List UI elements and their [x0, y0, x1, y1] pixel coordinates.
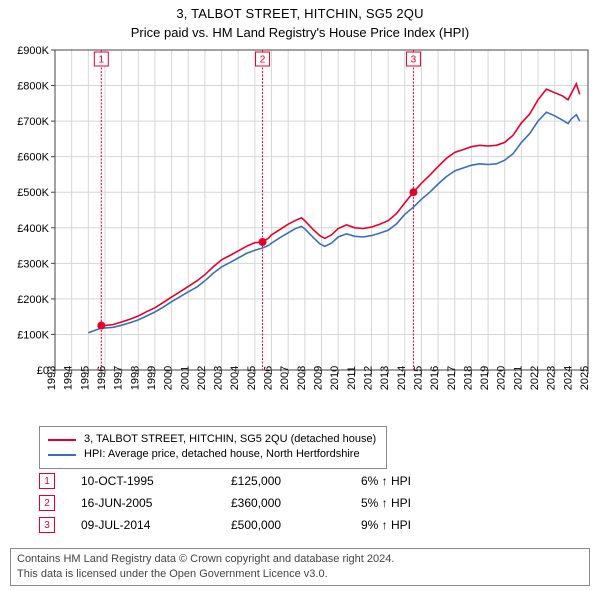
- chart-subtitle: Price paid vs. HM Land Registry's House …: [0, 21, 600, 40]
- marker-price: £360,000: [231, 496, 361, 510]
- x-tick-label: 1999: [146, 366, 158, 390]
- marker-pct: 9% ↑ HPI: [361, 518, 411, 532]
- x-tick-label: 2019: [479, 366, 491, 390]
- event-badge: 3: [411, 55, 417, 66]
- y-tick-label: £500K: [17, 187, 49, 199]
- license-line-1: Contains HM Land Registry data © Crown c…: [17, 552, 583, 567]
- marker-pct: 5% ↑ HPI: [361, 496, 411, 510]
- marker-date: 09-JUL-2014: [81, 518, 231, 532]
- marker-date: 10-OCT-1995: [81, 474, 231, 488]
- event-point: [97, 322, 105, 330]
- x-tick-label: 2008: [296, 366, 308, 390]
- marker-date: 16-JUN-2005: [81, 496, 231, 510]
- x-tick-label: 1995: [79, 366, 91, 390]
- x-tick-label: 2014: [396, 366, 408, 390]
- marker-badge: 2: [39, 495, 55, 511]
- marker-badge: 3: [39, 517, 55, 533]
- x-tick-label: 2015: [412, 366, 424, 390]
- x-tick-label: 2020: [496, 366, 508, 390]
- chart-svg: £0£100K£200K£300K£400K£500K£600K£700K£80…: [0, 40, 600, 420]
- legend: 3, TALBOT STREET, HITCHIN, SG5 2QU (deta…: [39, 426, 387, 469]
- y-tick-label: £400K: [17, 223, 49, 235]
- x-tick-label: 1994: [63, 366, 75, 390]
- x-tick-label: 2006: [263, 366, 275, 390]
- y-tick-label: £900K: [17, 45, 49, 57]
- legend-label: 3, TALBOT STREET, HITCHIN, SG5 2QU (deta…: [84, 432, 376, 447]
- x-tick-label: 2009: [313, 366, 325, 390]
- x-tick-label: 2012: [362, 366, 374, 390]
- legend-row: 3, TALBOT STREET, HITCHIN, SG5 2QU (deta…: [48, 432, 376, 447]
- x-tick-label: 1996: [96, 366, 108, 390]
- markers-table: 1 10-OCT-1995£125,0006% ↑ HPI 2 16-JUN-2005…: [39, 470, 411, 536]
- marker-row: 3 09-JUL-2014£500,0009% ↑ HPI: [39, 514, 411, 536]
- marker-row: 1 10-OCT-1995£125,0006% ↑ HPI: [39, 470, 411, 492]
- root: 3, TALBOT STREET, HITCHIN, SG5 2QU Price…: [0, 0, 600, 590]
- chart-area: £0£100K£200K£300K£400K£500K£600K£700K£80…: [0, 40, 600, 420]
- y-tick-label: £600K: [17, 152, 49, 164]
- marker-badge: 1: [39, 473, 55, 489]
- x-tick-label: 2023: [546, 366, 558, 390]
- y-tick-label: £200K: [17, 294, 49, 306]
- x-tick-label: 2025: [579, 366, 591, 390]
- event-badge: 1: [99, 55, 105, 66]
- x-tick-label: 2024: [562, 366, 574, 390]
- legend-row: HPI: Average price, detached house, Nort…: [48, 447, 376, 462]
- x-tick-label: 1997: [113, 366, 125, 390]
- legend-label: HPI: Average price, detached house, Nort…: [84, 447, 360, 462]
- x-tick-label: 2005: [246, 366, 258, 390]
- y-tick-label: £800K: [17, 81, 49, 93]
- x-tick-label: 2022: [529, 366, 541, 390]
- legend-swatch: [48, 439, 76, 441]
- x-tick-label: 2013: [379, 366, 391, 390]
- event-badge: 2: [260, 55, 266, 66]
- license-box: Contains HM Land Registry data © Crown c…: [10, 548, 590, 586]
- event-point: [259, 238, 267, 246]
- legend-swatch: [48, 454, 76, 456]
- x-tick-label: 2003: [213, 366, 225, 390]
- x-tick-label: 2021: [512, 366, 524, 390]
- chart-title: 3, TALBOT STREET, HITCHIN, SG5 2QU: [0, 0, 600, 21]
- x-tick-label: 2000: [163, 366, 175, 390]
- marker-price: £125,000: [231, 474, 361, 488]
- marker-pct: 6% ↑ HPI: [361, 474, 411, 488]
- x-tick-label: 2017: [446, 366, 458, 390]
- marker-row: 2 16-JUN-2005£360,0005% ↑ HPI: [39, 492, 411, 514]
- license-line-2: This data is licensed under the Open Gov…: [17, 567, 583, 582]
- x-tick-label: 1998: [129, 366, 141, 390]
- marker-price: £500,000: [231, 518, 361, 532]
- x-tick-label: 2007: [279, 366, 291, 390]
- x-tick-label: 2002: [196, 366, 208, 390]
- y-tick-label: £700K: [17, 116, 49, 128]
- x-tick-label: 2010: [329, 366, 341, 390]
- x-tick-label: 2001: [179, 366, 191, 390]
- y-tick-label: £100K: [17, 329, 49, 341]
- x-tick-label: 2004: [229, 366, 241, 390]
- y-tick-label: £300K: [17, 258, 49, 270]
- x-tick-label: 2018: [462, 366, 474, 390]
- x-tick-label: 1993: [46, 366, 58, 390]
- x-tick-label: 2016: [429, 366, 441, 390]
- event-point: [409, 188, 417, 196]
